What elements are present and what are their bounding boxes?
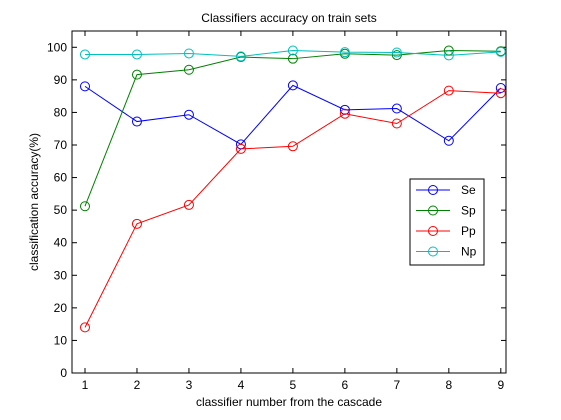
data-point-se: [79, 81, 90, 92]
data-point-pp: [339, 108, 350, 119]
data-point-sp: [183, 64, 194, 75]
data-point-pp: [287, 141, 298, 152]
legend-label-sp: Sp: [461, 204, 476, 218]
series-line-np: [84, 50, 501, 57]
data-point-np: [287, 45, 298, 56]
series-line-se: [84, 84, 502, 145]
x-tick-label: 1: [82, 378, 89, 392]
data-point-se: [183, 109, 194, 120]
data-point-np: [495, 46, 506, 57]
data-point-sp: [131, 69, 142, 80]
series-se: [79, 80, 506, 150]
x-tick-label: 9: [497, 378, 504, 392]
data-point-se: [495, 83, 506, 93]
chart-title: Classifiers accuracy on train sets: [201, 11, 376, 25]
y-tick-label: 80: [54, 105, 68, 119]
series-line-pp: [84, 90, 501, 328]
y-tick-label: 70: [54, 138, 68, 152]
y-axis: 0 10 20 30 40 50 60 70 80 90 100: [47, 40, 506, 380]
legend: Se Sp Pp Np: [409, 178, 485, 266]
data-point-sp: [391, 50, 402, 61]
data-point-pp: [391, 118, 402, 129]
data-point-se: [131, 116, 142, 127]
x-tick-label: 5: [290, 378, 297, 392]
series-layer: [79, 45, 506, 333]
legend-entry-pp: Pp: [416, 224, 476, 238]
legend-entry-np: Np: [416, 245, 477, 259]
x-tick-label: 2: [134, 378, 141, 392]
data-point-pp: [183, 199, 194, 210]
data-point-np: [339, 47, 350, 58]
data-point-pp: [131, 218, 142, 229]
legend-marker-se: [428, 185, 438, 195]
data-point-np: [443, 50, 454, 61]
x-tick-label: 3: [186, 378, 193, 392]
legend-marker-sp: [428, 205, 438, 216]
data-point-np: [235, 51, 246, 62]
y-tick-label: 90: [54, 73, 68, 87]
data-point-pp: [495, 88, 506, 99]
series-pp: [79, 85, 506, 333]
legend-entry-se: Se: [416, 183, 476, 197]
legend-marker-np: [428, 246, 438, 257]
legend-entry-sp: Sp: [416, 204, 476, 218]
y-tick-label: 10: [54, 333, 68, 347]
legend-label-np: Np: [461, 245, 477, 259]
data-point-np: [391, 47, 402, 58]
y-tick-label: 20: [54, 301, 68, 315]
data-point-pp: [235, 143, 246, 154]
data-point-sp: [79, 201, 90, 212]
x-tick-label: 7: [394, 378, 401, 392]
data-point-se: [391, 103, 402, 114]
data-point-pp: [79, 322, 90, 333]
x-axis: 1 2 3 4 5 6 7 8 9: [82, 31, 504, 392]
y-tick-label: 100: [47, 40, 67, 54]
legend-box: [409, 178, 485, 266]
y-tick-label: 40: [54, 236, 68, 250]
x-axis-label: classifier number from the cascade: [196, 395, 382, 409]
series-np: [79, 45, 506, 62]
data-point-np: [183, 48, 194, 59]
data-point-np: [131, 49, 142, 60]
data-point-se: [287, 80, 298, 91]
data-point-sp: [287, 53, 298, 64]
data-point-np: [79, 49, 90, 60]
legend-label-se: Se: [461, 183, 476, 197]
y-tick-label: 0: [60, 366, 67, 380]
data-point-se: [339, 104, 350, 115]
y-tick-label: 30: [54, 268, 68, 282]
legend-label-pp: Pp: [461, 224, 476, 238]
y-tick-label: 50: [54, 203, 68, 217]
x-tick-label: 8: [445, 378, 452, 392]
series-line-sp: [84, 50, 501, 207]
y-tick-label: 60: [54, 171, 68, 185]
legend-marker-pp: [428, 226, 438, 236]
data-point-se: [443, 135, 454, 146]
y-axis-label: classification accuracy(%): [27, 133, 41, 271]
data-point-pp: [443, 85, 454, 96]
x-tick-label: 4: [238, 378, 245, 392]
x-tick-label: 6: [342, 378, 349, 392]
